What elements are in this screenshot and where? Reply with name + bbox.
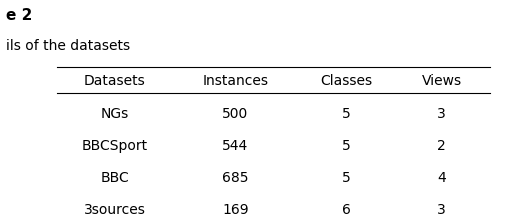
Text: BBC: BBC — [100, 171, 129, 185]
Text: 5: 5 — [341, 107, 350, 121]
Text: 5: 5 — [341, 171, 350, 185]
Text: 2: 2 — [436, 139, 445, 153]
Text: Datasets: Datasets — [83, 74, 145, 88]
Text: 685: 685 — [222, 171, 248, 185]
Text: 544: 544 — [222, 139, 248, 153]
Text: NGs: NGs — [100, 107, 128, 121]
Text: e 2: e 2 — [7, 8, 33, 23]
Text: 6: 6 — [341, 203, 350, 217]
Text: 5: 5 — [341, 139, 350, 153]
Text: 169: 169 — [222, 203, 248, 217]
Text: BBCSport: BBCSport — [81, 139, 147, 153]
Text: Classes: Classes — [319, 74, 371, 88]
Text: 3sources: 3sources — [83, 203, 145, 217]
Text: ils of the datasets: ils of the datasets — [7, 39, 130, 53]
Text: 3: 3 — [436, 203, 445, 217]
Text: 500: 500 — [222, 107, 248, 121]
Text: Instances: Instances — [202, 74, 268, 88]
Text: 4: 4 — [436, 171, 445, 185]
Text: Views: Views — [421, 74, 461, 88]
Text: 3: 3 — [436, 107, 445, 121]
